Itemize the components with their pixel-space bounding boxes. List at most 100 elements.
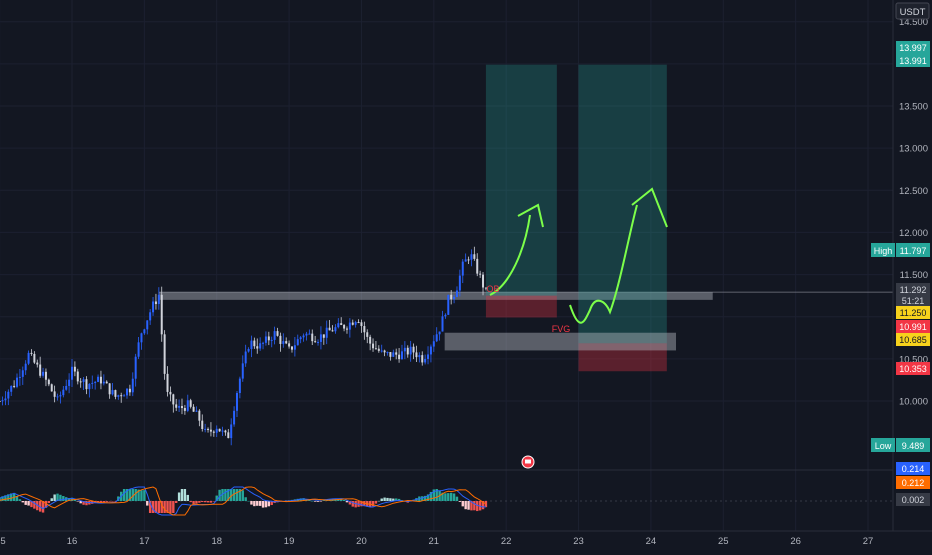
macd-histogram-bar [470, 501, 473, 511]
candle-body [464, 259, 467, 262]
price-badge [896, 306, 930, 319]
macd-histogram-bar [201, 501, 204, 503]
candle-body [383, 350, 386, 353]
candle-body [42, 371, 45, 376]
macd-histogram-bar [137, 489, 140, 501]
macd-histogram-bar [322, 500, 326, 501]
candle-body [296, 339, 299, 346]
currency-badge[interactable]: USDT [895, 2, 930, 20]
candle-body [467, 259, 470, 261]
macd-histogram-bar [53, 494, 56, 501]
candle-body [166, 373, 169, 392]
macd-histogram-bar [316, 501, 320, 502]
macd-histogram-bar [195, 501, 198, 504]
time-tick-label: 21 [429, 536, 440, 547]
zones-layer [158, 64, 893, 372]
position-target-zone[interactable] [485, 64, 557, 296]
position-stop-zone[interactable] [485, 295, 557, 318]
candle-body [105, 381, 108, 384]
macd-histogram-bar [250, 501, 253, 505]
macd-histogram-bar [380, 498, 383, 501]
macd-indicator: 0.214 0.212 0.002 [0, 462, 930, 516]
candle-body [424, 358, 427, 363]
macd-histogram-bar [203, 501, 207, 503]
candle-body [209, 429, 212, 432]
candle-body [337, 323, 340, 328]
position-target-zone[interactable] [578, 64, 667, 344]
candle-body [221, 430, 224, 432]
flag-icon[interactable] [521, 455, 535, 469]
macd-histogram-bar [111, 501, 114, 502]
macd-histogram-bar [363, 501, 366, 507]
time-tick-label: 17 [139, 536, 150, 547]
macd-histogram-bar [79, 501, 82, 504]
macd-histogram-bar [473, 501, 476, 511]
candle-body [403, 347, 406, 352]
candle-body [354, 322, 357, 325]
macd-histogram-bar [24, 501, 27, 505]
candle-body [24, 363, 27, 371]
candle-body [143, 329, 146, 334]
macd-histogram-bar [41, 501, 45, 513]
macd-histogram-bar [258, 501, 262, 506]
candle-body [380, 350, 383, 352]
macd-histogram-bar [67, 498, 71, 501]
macd-histogram-bar [383, 497, 386, 501]
candle-body [120, 395, 123, 397]
candle-body [13, 385, 16, 387]
macd-histogram-bar [154, 501, 158, 513]
arrow-drawing[interactable] [569, 187, 668, 324]
macd-histogram-bar [56, 493, 59, 501]
price-tick-label: 10.500 [899, 354, 928, 365]
macd-histogram-bar [227, 489, 230, 501]
macd-histogram-bar [128, 489, 132, 501]
macd-histogram-bar [59, 494, 62, 501]
candle-body [114, 390, 117, 397]
candle-body [0, 401, 1, 402]
candle-body [227, 432, 230, 439]
time-axis[interactable]: 5 16 17 18 19 20 21 22 23 24 25 26 27 [0, 536, 873, 547]
candle-body [201, 420, 204, 429]
macd-badge-label: 0.212 [902, 478, 925, 488]
macd-histogram-bar [151, 501, 155, 513]
candle-body [160, 294, 163, 335]
candle-body [435, 334, 438, 342]
macd-histogram-bar [10, 493, 13, 501]
candle-body [131, 378, 134, 393]
macd-histogram-bar [15, 496, 19, 501]
macd-badge [896, 462, 930, 475]
macd-histogram-bar [455, 496, 459, 501]
low-marker: Low 9.489 [871, 438, 930, 452]
macd-histogram-bar [230, 489, 233, 501]
candle-body [82, 379, 85, 382]
macd-histogram-bar [172, 501, 175, 513]
price-badge-label: 51:21 [902, 296, 925, 306]
candle-body [444, 314, 447, 317]
candle-body [363, 326, 366, 333]
candle-body [288, 343, 291, 347]
candle-body [415, 352, 418, 358]
price-tick-label: 14.500 [899, 17, 928, 28]
candle-body [157, 294, 160, 305]
macd-histogram-bar [484, 501, 488, 508]
price-axis[interactable]: 14.500 13.500 13.000 12.500 12.000 11.500 10.5… [899, 17, 928, 407]
macd-histogram-bar [421, 496, 424, 501]
candle-body [212, 431, 215, 433]
candle-body [412, 346, 415, 353]
macd-histogram-bar [198, 501, 201, 503]
price-tick-label: 12.500 [899, 186, 928, 197]
macd-histogram-bar [1, 496, 4, 501]
candle-body [441, 316, 444, 332]
candle-body [192, 406, 195, 412]
position-stop-zone[interactable] [578, 343, 667, 372]
candle-body [345, 328, 348, 330]
arrow-drawing[interactable] [489, 203, 544, 296]
drawings-layer [489, 187, 668, 324]
candle-body [180, 406, 183, 409]
macd-histogram-bar [308, 500, 311, 501]
macd-histogram-bar [392, 498, 395, 501]
candle-body [331, 330, 334, 332]
fvg-zone [444, 332, 676, 351]
